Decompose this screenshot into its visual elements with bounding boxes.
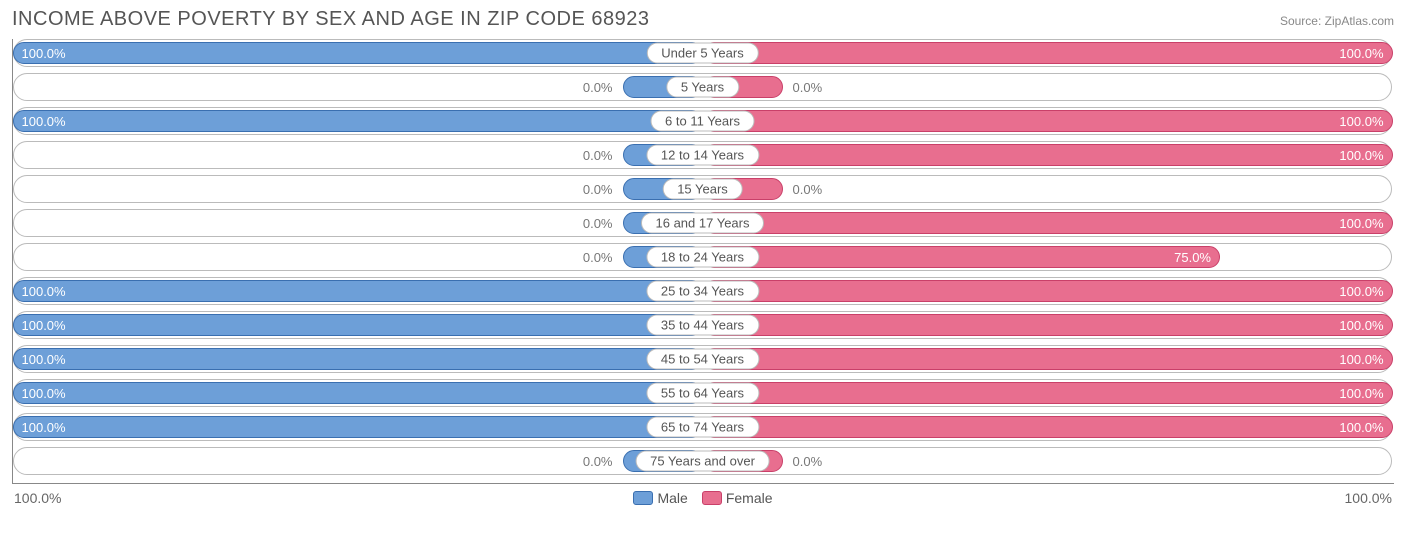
table-row: 0.0%0.0%15 Years: [13, 175, 1392, 203]
table-row: 0.0%0.0%5 Years: [13, 73, 1392, 101]
male-bar-container: 100.0%: [13, 348, 703, 370]
table-row: 100.0% 100.0% 65 to 74 Years: [13, 413, 1392, 441]
poverty-by-sex-age-chart: INCOME ABOVE POVERTY BY SEX AND AGE IN Z…: [0, 0, 1406, 559]
female-bar: 100.0%: [703, 382, 1393, 404]
female-value: 75.0%: [1174, 250, 1211, 265]
female-bar: 100.0%: [703, 212, 1393, 234]
category-label: 75 Years and over: [635, 451, 770, 472]
female-bar-container: 75.0%: [703, 246, 1393, 268]
table-row: 100.0% 100.0% 25 to 34 Years: [13, 277, 1392, 305]
female-bar-container: 100.0%: [703, 110, 1393, 132]
male-bar: 100.0%: [13, 110, 703, 132]
male-value: 100.0%: [22, 318, 66, 333]
category-label: 16 and 17 Years: [641, 213, 765, 234]
male-bar-container: 100.0%: [13, 42, 703, 64]
legend: Male Female: [633, 490, 772, 506]
female-bar-container: 100.0%: [703, 348, 1393, 370]
legend-female: Female: [702, 490, 773, 506]
female-bar-container: 100.0%: [703, 382, 1393, 404]
female-bar: 100.0%: [703, 144, 1393, 166]
female-value: 100.0%: [1339, 352, 1383, 367]
female-value: 100.0%: [1339, 114, 1383, 129]
legend-female-label: Female: [726, 490, 773, 506]
female-value: 100.0%: [1339, 46, 1383, 61]
chart-source: Source: ZipAtlas.com: [1280, 14, 1394, 28]
male-bar: 100.0%: [13, 280, 703, 302]
female-bar-container: 100.0%: [703, 42, 1393, 64]
table-row: 0.0%100.0%16 and 17 Years: [13, 209, 1392, 237]
female-value: 100.0%: [1339, 216, 1383, 231]
female-bar: 100.0%: [703, 280, 1393, 302]
category-label: 55 to 64 Years: [646, 383, 759, 404]
category-label: 6 to 11 Years: [650, 111, 755, 132]
female-value: 100.0%: [1339, 148, 1383, 163]
female-bar: 100.0%: [703, 348, 1393, 370]
legend-male: Male: [633, 490, 687, 506]
male-bar-container: 100.0%: [13, 416, 703, 438]
category-label: 12 to 14 Years: [646, 145, 759, 166]
table-row: 100.0% 100.0% 6 to 11 Years: [13, 107, 1392, 135]
category-label: 18 to 24 Years: [646, 247, 759, 268]
swatch-male-icon: [633, 491, 653, 505]
table-row: 100.0% 100.0% 45 to 54 Years: [13, 345, 1392, 373]
female-bar-container: 100.0%: [703, 416, 1393, 438]
table-row: 100.0% 100.0% 35 to 44 Years: [13, 311, 1392, 339]
swatch-female-icon: [702, 491, 722, 505]
male-value: 100.0%: [22, 420, 66, 435]
male-value: 100.0%: [22, 114, 66, 129]
female-bar-container: 100.0%: [703, 314, 1393, 336]
female-bar: 100.0%: [703, 110, 1393, 132]
category-label: 45 to 54 Years: [646, 349, 759, 370]
female-bar-container: 100.0%: [703, 212, 1393, 234]
male-bar-container: 100.0%: [13, 280, 703, 302]
male-value: 100.0%: [22, 386, 66, 401]
male-bar: 100.0%: [13, 348, 703, 370]
female-bar: 100.0%: [703, 42, 1393, 64]
table-row: 0.0%0.0%75 Years and over: [13, 447, 1392, 475]
female-bar-container: 100.0%: [703, 144, 1393, 166]
axis-label-right: 100.0%: [1345, 490, 1392, 506]
table-row: 100.0% 100.0% 55 to 64 Years: [13, 379, 1392, 407]
category-label: Under 5 Years: [646, 43, 758, 64]
female-value: 100.0%: [1339, 420, 1383, 435]
male-value: 100.0%: [22, 284, 66, 299]
female-value: 100.0%: [1339, 284, 1383, 299]
category-label: 15 Years: [662, 179, 743, 200]
female-bar: 100.0%: [703, 416, 1393, 438]
chart-rows: 100.0% 100.0% Under 5 Years 0.0%0.0%5 Years…: [12, 39, 1394, 484]
legend-male-label: Male: [657, 490, 687, 506]
male-bar-container: 100.0%: [13, 382, 703, 404]
chart-header: INCOME ABOVE POVERTY BY SEX AND AGE IN Z…: [12, 8, 1394, 31]
female-bar: 100.0%: [703, 314, 1393, 336]
male-bar: 100.0%: [13, 416, 703, 438]
female-value: 100.0%: [1339, 386, 1383, 401]
chart-title: INCOME ABOVE POVERTY BY SEX AND AGE IN Z…: [12, 8, 649, 31]
male-bar-container: 100.0%: [13, 110, 703, 132]
chart-footer: 100.0% Male Female 100.0%: [12, 484, 1394, 506]
table-row: 0.0%100.0%12 to 14 Years: [13, 141, 1392, 169]
male-bar: 100.0%: [13, 382, 703, 404]
male-bar-container: 100.0%: [13, 314, 703, 336]
female-bar: 75.0%: [703, 246, 1221, 268]
category-label: 35 to 44 Years: [646, 315, 759, 336]
male-value: 100.0%: [22, 46, 66, 61]
table-row: 100.0% 100.0% Under 5 Years: [13, 39, 1392, 67]
category-label: 25 to 34 Years: [646, 281, 759, 302]
table-row: 0.0%75.0%18 to 24 Years: [13, 243, 1392, 271]
category-label: 5 Years: [666, 77, 739, 98]
category-label: 65 to 74 Years: [646, 417, 759, 438]
female-bar-container: 100.0%: [703, 280, 1393, 302]
female-value: 100.0%: [1339, 318, 1383, 333]
axis-label-left: 100.0%: [14, 490, 61, 506]
male-bar: 100.0%: [13, 314, 703, 336]
male-bar: 100.0%: [13, 42, 703, 64]
male-value: 100.0%: [22, 352, 66, 367]
